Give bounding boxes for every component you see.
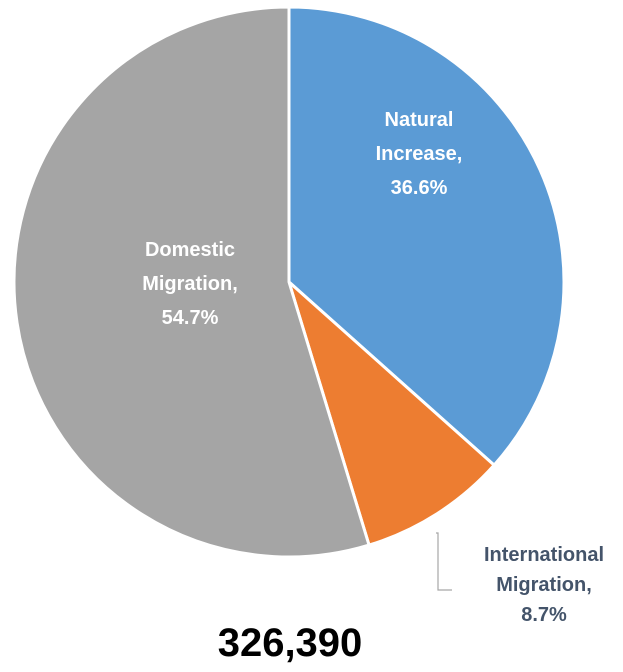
slices-layer bbox=[12, 5, 566, 559]
pie-slice-domestic-migration bbox=[12, 5, 371, 559]
data-label-international-migration: International Migration, 8.7% bbox=[484, 544, 604, 626]
pie-slice-international-migration bbox=[287, 280, 496, 547]
total-label: 326,390 bbox=[218, 621, 363, 665]
data-label-natural-increase: Natural Increase, 36.6% bbox=[376, 109, 463, 199]
data-label-domestic-migration: Domestic Migration, 54.7% bbox=[142, 239, 238, 329]
pie-slice-natural-increase bbox=[287, 5, 566, 467]
leader-line bbox=[436, 532, 452, 591]
labels-layer: Natural Increase, 36.6% International Migrat… bbox=[142, 109, 604, 626]
